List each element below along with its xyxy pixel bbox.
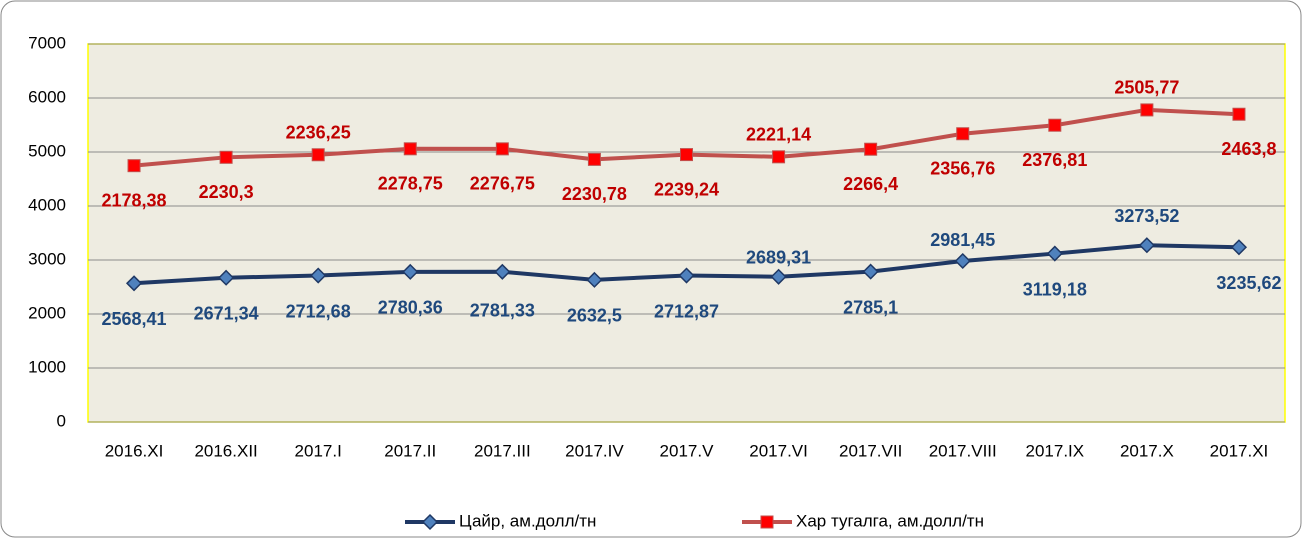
x-tick-label: 2017.III bbox=[474, 441, 531, 460]
legend-marker bbox=[760, 515, 774, 529]
marker bbox=[1232, 107, 1246, 121]
marker bbox=[494, 263, 511, 280]
marker bbox=[402, 263, 419, 280]
marker bbox=[125, 275, 143, 292]
marker bbox=[862, 263, 879, 280]
data-label: 2712,87 bbox=[654, 301, 719, 321]
x-tick-label: 2017.VI bbox=[749, 441, 808, 460]
y-tick-label: 6000 bbox=[28, 87, 66, 106]
data-label: 2781,33 bbox=[470, 301, 535, 321]
data-label: 2568,41 bbox=[101, 309, 166, 329]
legend-label: Хар тугалга, ам.долл/тн bbox=[796, 511, 984, 530]
x-tick-label: 2017.VII bbox=[839, 441, 902, 460]
marker bbox=[956, 127, 970, 141]
marker bbox=[1138, 237, 1155, 254]
data-label: 2230,3 bbox=[199, 182, 254, 202]
marker bbox=[678, 267, 695, 284]
data-label: 2671,34 bbox=[194, 303, 259, 323]
marker bbox=[1048, 118, 1062, 132]
legend-marker bbox=[421, 513, 439, 531]
data-label: 3273,52 bbox=[1114, 206, 1179, 226]
legend-label: Цайр, ам.долл/тн bbox=[459, 511, 596, 530]
data-label: 2178,38 bbox=[101, 190, 166, 210]
marker bbox=[218, 269, 235, 286]
data-label: 2236,25 bbox=[286, 123, 351, 143]
data-label: 2278,75 bbox=[378, 174, 443, 194]
data-label: 2356,76 bbox=[930, 158, 995, 178]
x-tick-label: 2016.XI bbox=[105, 441, 164, 460]
y-tick-label: 4000 bbox=[28, 195, 66, 214]
data-label: 2463,8 bbox=[1221, 139, 1276, 159]
x-tick-label: 2017.IX bbox=[1026, 441, 1085, 460]
marker bbox=[1230, 239, 1248, 256]
y-tick-label: 7000 bbox=[28, 33, 66, 52]
marker bbox=[495, 142, 509, 156]
x-tick-label: 2017.V bbox=[660, 441, 715, 460]
data-label: 2376,81 bbox=[1022, 150, 1087, 170]
data-label: 3119,18 bbox=[1023, 279, 1087, 299]
x-tick-label: 2017.XI bbox=[1210, 441, 1269, 460]
data-label: 2276,75 bbox=[470, 174, 535, 194]
marker bbox=[1140, 103, 1154, 117]
y-tick-label: 3000 bbox=[28, 249, 66, 268]
data-label: 2221,14 bbox=[746, 125, 811, 145]
data-label: 2780,36 bbox=[378, 298, 443, 318]
marker bbox=[770, 268, 787, 285]
data-label: 2785,1 bbox=[843, 297, 898, 317]
data-label: 2230,78 bbox=[562, 184, 627, 204]
x-tick-label: 2017.X bbox=[1120, 441, 1174, 460]
y-tick-label: 1000 bbox=[28, 357, 66, 376]
data-label: 2712,68 bbox=[286, 301, 351, 321]
data-label: 2981,45 bbox=[930, 230, 995, 250]
x-tick-label: 2017.II bbox=[384, 441, 436, 460]
marker bbox=[310, 267, 327, 284]
x-tick-label: 2016.XII bbox=[194, 441, 257, 460]
marker bbox=[1046, 245, 1063, 262]
y-tick-label: 5000 bbox=[28, 141, 66, 160]
y-tick-label: 0 bbox=[57, 411, 66, 430]
x-tick-label: 2017.I bbox=[295, 441, 342, 460]
marker bbox=[864, 142, 878, 156]
marker bbox=[219, 150, 233, 164]
marker bbox=[403, 142, 417, 156]
marker bbox=[127, 159, 141, 173]
marker bbox=[680, 148, 693, 162]
data-label: 3235,62 bbox=[1216, 273, 1281, 293]
data-label: 2632,5 bbox=[567, 306, 622, 326]
marker bbox=[311, 148, 325, 162]
x-tick-label: 2017.IV bbox=[565, 441, 624, 460]
data-label: 2505,77 bbox=[1114, 78, 1179, 98]
marker bbox=[772, 150, 786, 164]
marker bbox=[587, 152, 601, 166]
y-tick-label: 2000 bbox=[28, 303, 66, 322]
data-label: 2689,31 bbox=[746, 248, 811, 268]
data-label: 2266,4 bbox=[843, 174, 898, 194]
plot-area bbox=[87, 43, 1286, 423]
data-label: 2239,24 bbox=[654, 179, 719, 199]
x-tick-label: 2017.VIII bbox=[929, 441, 997, 460]
marker bbox=[586, 271, 603, 288]
marker bbox=[954, 252, 971, 270]
